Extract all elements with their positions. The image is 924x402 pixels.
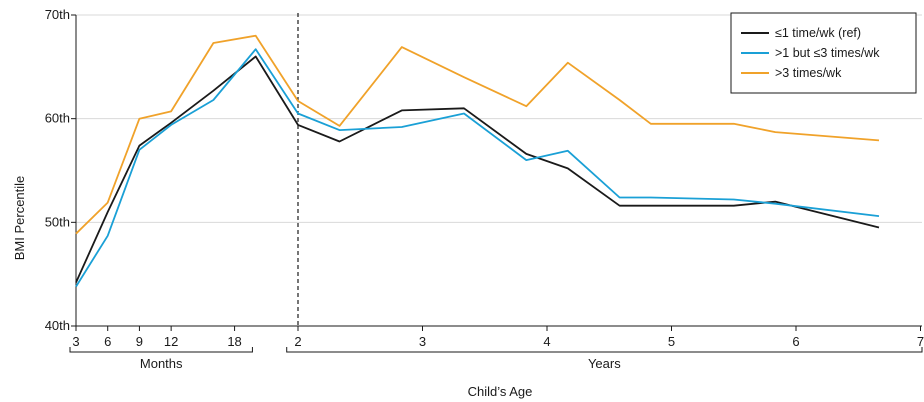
x-tick-label: 6 [104,334,111,349]
y-tick-label: 40th [45,318,70,333]
x-axis-title: Child’s Age [468,384,533,399]
legend-label: ≤1 time/wk (ref) [775,26,861,40]
legend-label: >3 times/wk [775,66,842,80]
group-label: Years [588,356,621,371]
x-tick-label: 7 [917,334,924,349]
x-tick-label: 6 [792,334,799,349]
x-tick-label: 12 [164,334,178,349]
y-tick-label: 70th [45,7,70,22]
x-tick-label: 2 [294,334,301,349]
series-lines [75,34,880,288]
series-line [75,34,880,235]
x-tick-label: 18 [227,334,241,349]
x-tick-label: 3 [72,334,79,349]
x-tick-label: 4 [543,334,550,349]
x-tick-label: 9 [136,334,143,349]
axes: 40th 50th 60th 70th 3 6 9 12 18 2 3 4 5 6 7 Months Years [45,7,924,371]
group-label: Months [140,356,183,371]
series-line [75,48,880,288]
x-tick-label: 5 [668,334,675,349]
y-tick-label: 60th [45,111,70,126]
x-tick-label: 3 [419,334,426,349]
legend-label: >1 but ≤3 times/wk [775,46,880,60]
y-tick-label: 50th [45,214,70,229]
group-bracket [69,347,253,353]
series-line [75,55,880,283]
group-bracket [286,347,923,353]
y-axis-title: BMI Percentile [12,176,27,261]
legend: ≤1 time/wk (ref) >1 but ≤3 times/wk >3 tim… [730,12,917,94]
